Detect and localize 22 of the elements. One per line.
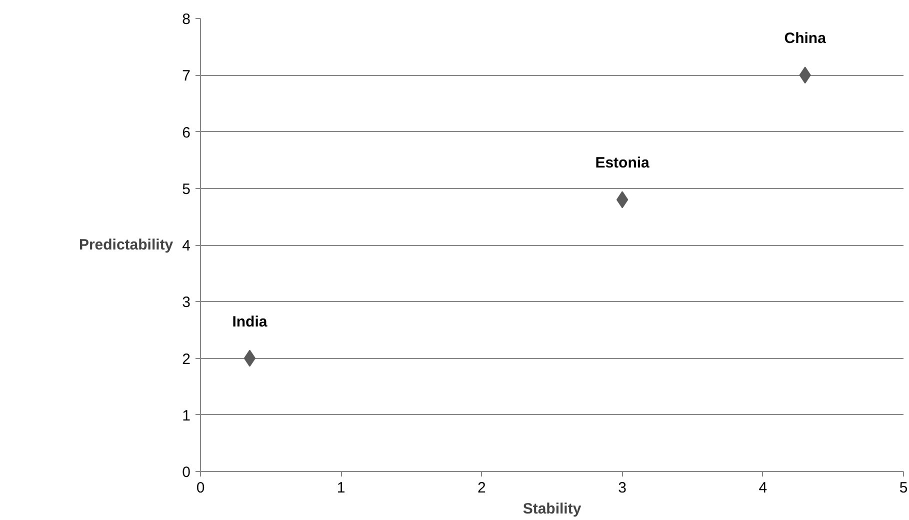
y-tick-label: 3 [182,294,190,312]
x-tick-label: 4 [758,480,768,496]
x-tick-label: 2 [478,480,486,496]
annotation: Estonia [595,154,650,172]
y-tick-label: 6 [182,124,190,142]
y-tick-label: 4 [182,238,190,254]
annotation: India [232,313,268,330]
annotation: China [784,30,827,48]
y-tick-label: 0 [182,464,190,481]
x-tick-label: 0 [196,480,205,496]
x-axis-title: Stability [522,500,582,518]
y-tick-label: 7 [182,68,190,85]
point [616,191,628,208]
y-axis-title: Predictability [78,236,174,254]
y-tick-label: 8 [182,11,190,28]
y-tick-label: 5 [182,180,190,198]
x-tick-label: 3 [618,480,626,496]
y-tick-label: 2 [182,350,190,368]
x-tick-label: 5 [899,480,908,496]
y-tick-label: 1 [182,407,190,424]
x-tick-label: 1 [336,480,346,496]
point [244,350,256,367]
